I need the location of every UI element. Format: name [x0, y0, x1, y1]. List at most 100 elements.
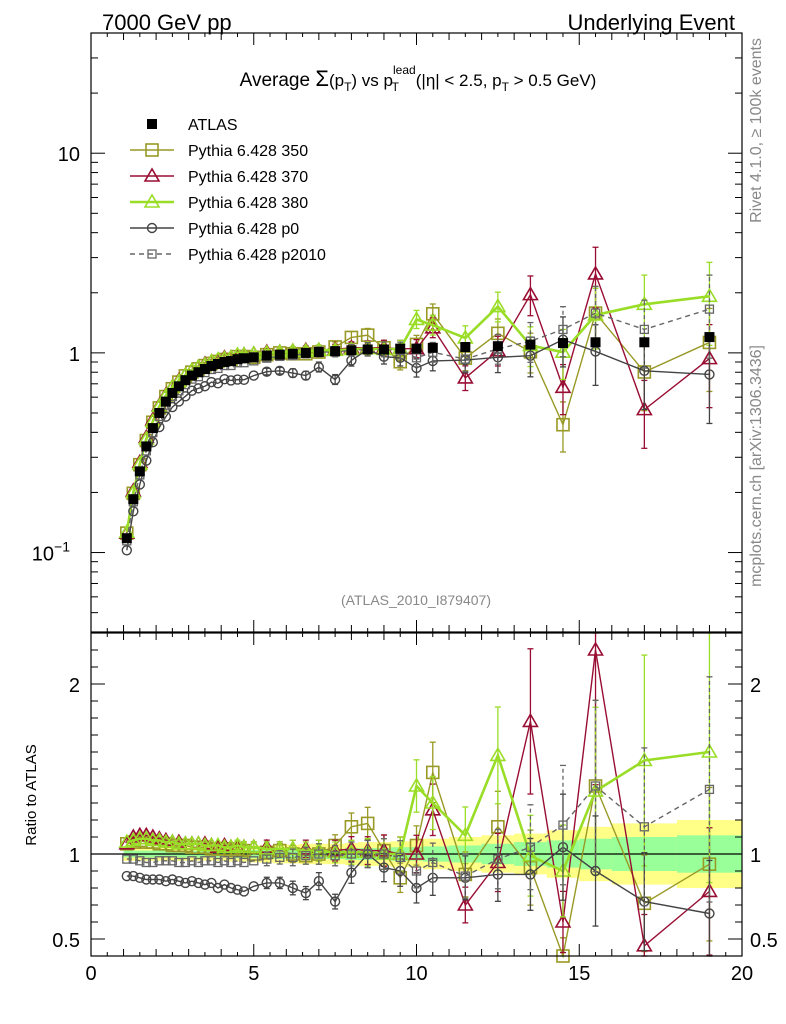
atlas-point: [167, 387, 178, 398]
point-main: [329, 374, 341, 385]
atlas-point: [378, 344, 389, 355]
point-ratio: [187, 856, 197, 866]
point-ratio: [301, 851, 311, 861]
legend-entry-atlas: ATLAS: [147, 117, 238, 134]
point-main: [639, 324, 649, 335]
point-main: [219, 374, 230, 385]
point-ratio: [232, 884, 243, 895]
point-ratio: [147, 874, 159, 885]
point-ratio: [124, 831, 142, 847]
x-tick-label: 20: [731, 963, 753, 985]
point-ratio: [639, 822, 649, 832]
point-ratio: [239, 857, 249, 868]
ratio-ylabel: Ratio to ATLAS: [23, 744, 40, 845]
point-main: [456, 369, 474, 384]
atlas-point: [362, 344, 373, 355]
point-main: [287, 367, 299, 379]
point-ratio: [704, 784, 715, 795]
atlas-point: [525, 339, 536, 350]
point-main: [167, 401, 178, 413]
atlas-point: [492, 341, 503, 352]
point-ratio: [248, 881, 259, 892]
point-ratio: [704, 908, 715, 919]
point-main: [180, 391, 191, 402]
point-ratio: [590, 781, 601, 791]
atlas-point: [590, 337, 601, 348]
point-ratio: [160, 876, 172, 887]
point-main: [554, 378, 572, 394]
point-ratio: [180, 857, 191, 868]
point-ratio: [313, 876, 325, 887]
point-ratio: [460, 871, 470, 881]
atlas-point: [261, 350, 272, 361]
legend-marker: [147, 249, 157, 259]
point-main: [558, 324, 568, 335]
point-ratio: [200, 856, 210, 866]
point-ratio: [300, 887, 312, 899]
legend-label: Pythia 6.428 350: [188, 143, 308, 160]
atlas-point: [704, 332, 715, 343]
point-ratio: [235, 838, 253, 854]
point-ratio: [167, 874, 178, 885]
point-ratio: [314, 849, 324, 859]
point-ratio: [225, 882, 237, 894]
point-ratio: [522, 712, 539, 728]
atlas-point: [346, 345, 357, 356]
point-ratio: [554, 913, 572, 928]
point-ratio: [180, 877, 191, 889]
atlas-point: [128, 494, 139, 505]
x-tick-label: 15: [568, 963, 590, 985]
point-ratio: [213, 857, 223, 868]
point-ratio: [238, 886, 250, 897]
ratio-y-tick-label-right: 2: [750, 675, 761, 697]
point-ratio: [122, 854, 132, 864]
point-ratio: [525, 842, 536, 852]
point-ratio: [411, 882, 422, 894]
x-tick-label: 10: [405, 963, 427, 985]
header-left: 7000 GeV pp: [102, 10, 232, 35]
point-ratio: [344, 819, 359, 834]
atlas-point: [248, 352, 259, 363]
point-ratio: [118, 833, 136, 848]
point-ratio: [141, 857, 151, 868]
point-main: [556, 417, 570, 432]
point-main: [134, 479, 146, 490]
point-ratio: [428, 857, 438, 868]
point-main: [261, 366, 272, 377]
point-ratio: [128, 870, 139, 882]
atlas-point: [212, 358, 223, 369]
ratio-y-tick-label: 2: [69, 675, 80, 697]
atlas-point: [193, 367, 204, 378]
series-line-ratio: [126, 769, 710, 959]
point-ratio: [121, 870, 133, 882]
point-main: [121, 545, 133, 556]
point-ratio: [222, 838, 240, 854]
point-ratio: [193, 877, 204, 889]
atlas-point: [147, 423, 158, 434]
y-tick-label: 10: [58, 144, 80, 166]
atlas-point: [300, 347, 311, 358]
point-ratio: [493, 854, 503, 864]
atlas-point: [274, 349, 285, 360]
ratio-y-tick-label: 1: [69, 845, 80, 867]
point-main: [248, 370, 259, 381]
atlas-point: [199, 364, 210, 375]
point-ratio: [219, 879, 230, 890]
point-ratio: [262, 854, 272, 864]
series-line-main: [125, 295, 710, 533]
series-line-ratio: [126, 649, 710, 948]
point-ratio: [330, 851, 340, 861]
legend-label: Pythia 6.428 p0: [188, 221, 299, 238]
point-main: [590, 308, 601, 318]
point-ratio: [287, 882, 299, 894]
legend-entry: Pythia 6.428 p0: [130, 221, 299, 238]
atlas-point: [639, 337, 650, 348]
x-tick-label: 0: [85, 963, 96, 985]
atlas-point: [173, 381, 184, 392]
main-plot-frame: [90, 32, 743, 633]
point-ratio: [489, 746, 507, 762]
point-ratio: [395, 852, 405, 863]
chart-title: Average Σ(pT) vs plead T (|η| < 2.5, pT >…: [240, 63, 597, 94]
atlas-point: [557, 338, 568, 349]
